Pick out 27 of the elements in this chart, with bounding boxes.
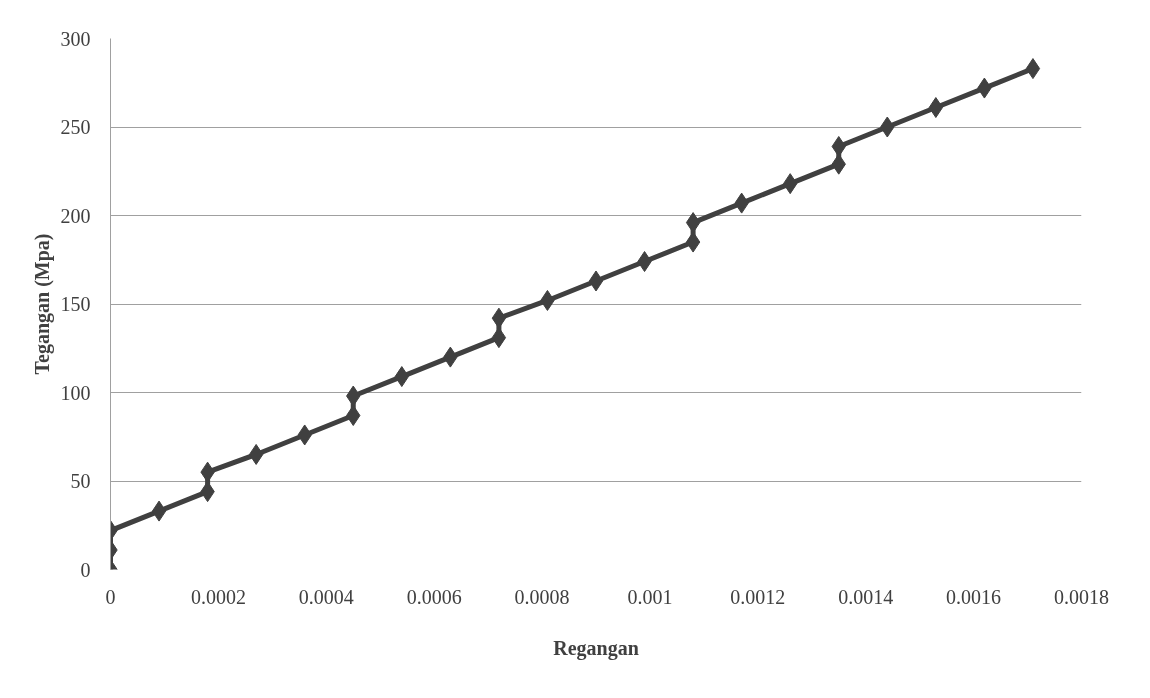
point [928,97,944,119]
y-axis-title: Tegangan (Mpa) [30,233,54,375]
x-tick-label: 0.001 [627,585,673,608]
point [685,231,701,253]
y-tick-label: 150 [60,293,91,315]
y-tick-label: 0 [80,558,91,581]
x-tick-label: 0.0016 [946,585,1002,608]
y-tick-label: 100 [60,381,91,404]
x-tick-label: 0 [105,585,116,608]
point [248,443,264,465]
x-tick-label: 0.0008 [514,585,570,608]
x-tick-label: 0.0012 [730,585,786,608]
x-tick-label: 0.0004 [298,585,354,608]
point [491,327,507,349]
y-tick-label: 50 [70,470,91,492]
y-tick-label: 200 [60,204,91,227]
point [151,500,167,522]
point [1025,58,1041,80]
point [588,270,604,292]
y-tick-label: 300 [60,27,91,50]
x-tick-label: 0.0018 [1054,585,1109,608]
x-axis-title: Regangan [553,636,639,660]
x-tick-label: 0.0006 [406,585,462,608]
x-tick-label: 0.0002 [190,585,246,608]
x-tick-label: 0.0014 [838,585,894,608]
point [491,307,507,329]
y-tick-label: 250 [60,116,91,138]
